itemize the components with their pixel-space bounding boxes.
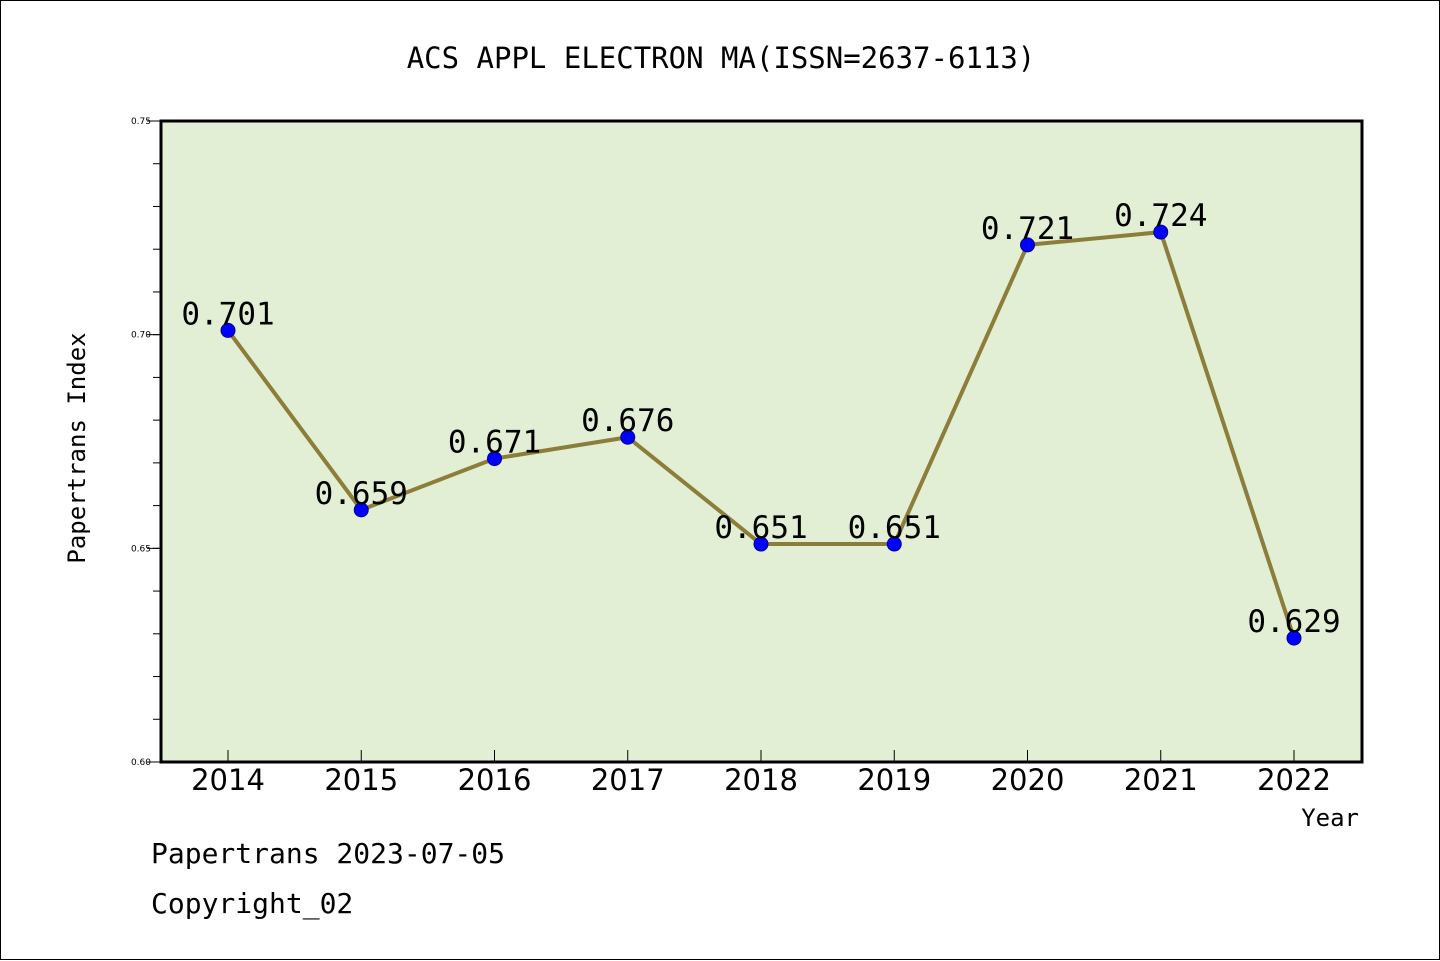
x-tick-label: 2016 xyxy=(458,763,532,797)
y-tick-label: 0.60 xyxy=(131,758,151,768)
data-point xyxy=(1286,630,1302,646)
data-label: 0.721 xyxy=(981,211,1074,247)
x-tick-label: 2021 xyxy=(1124,763,1198,797)
x-tick-label: 2017 xyxy=(591,763,665,797)
data-label: 0.701 xyxy=(181,296,274,332)
data-point xyxy=(1020,237,1035,253)
y-major-ticks xyxy=(147,120,161,763)
chart-title: ACS APPL ELECTRON MA(ISSN=2637-6113) xyxy=(407,41,1036,75)
footer-copyright: Copyright_02 xyxy=(151,887,354,920)
y-tick-labels: 0.60 0.65 0.70 0.75 xyxy=(131,117,151,768)
y-tick-label: 0.70 xyxy=(131,331,151,341)
data-point xyxy=(753,536,769,552)
x-ticks xyxy=(227,750,1295,762)
x-tick-label: 2022 xyxy=(1257,763,1331,797)
data-labels: 0.701 0.659 0.671 0.676 0.651 0.651 0.721 0.724… xyxy=(181,198,1340,640)
data-label: 0.651 xyxy=(714,510,807,546)
data-point xyxy=(886,536,902,552)
x-tick-label: 2019 xyxy=(857,763,931,797)
data-label: 0.651 xyxy=(848,510,941,546)
y-tick-label: 0.75 xyxy=(131,117,151,127)
x-tick-label: 2018 xyxy=(724,763,798,797)
data-label: 0.724 xyxy=(1114,198,1207,234)
data-label: 0.671 xyxy=(448,425,541,461)
data-point xyxy=(353,502,369,518)
footer-source: Papertrans 2023-07-05 xyxy=(151,837,506,870)
data-label: 0.676 xyxy=(581,403,674,439)
data-point xyxy=(620,429,636,445)
data-label: 0.659 xyxy=(315,476,408,512)
y-tick-label: 0.65 xyxy=(131,544,151,554)
x-tick-label: 2020 xyxy=(991,763,1065,797)
data-label: 0.629 xyxy=(1247,604,1340,640)
y-axis-label: Papertrans Index xyxy=(63,332,91,563)
plot-border xyxy=(159,119,1364,764)
data-point xyxy=(1153,224,1169,240)
data-markers xyxy=(220,224,1302,646)
x-axis-label: Year xyxy=(1301,804,1359,832)
data-point xyxy=(487,451,502,467)
x-tick-label: 2014 xyxy=(191,763,265,797)
data-point xyxy=(220,322,236,338)
x-tick-label: 2015 xyxy=(324,763,398,797)
x-tick-labels: 2014 2015 2016 2017 2018 2019 2020 2021 2022 xyxy=(191,763,1331,797)
